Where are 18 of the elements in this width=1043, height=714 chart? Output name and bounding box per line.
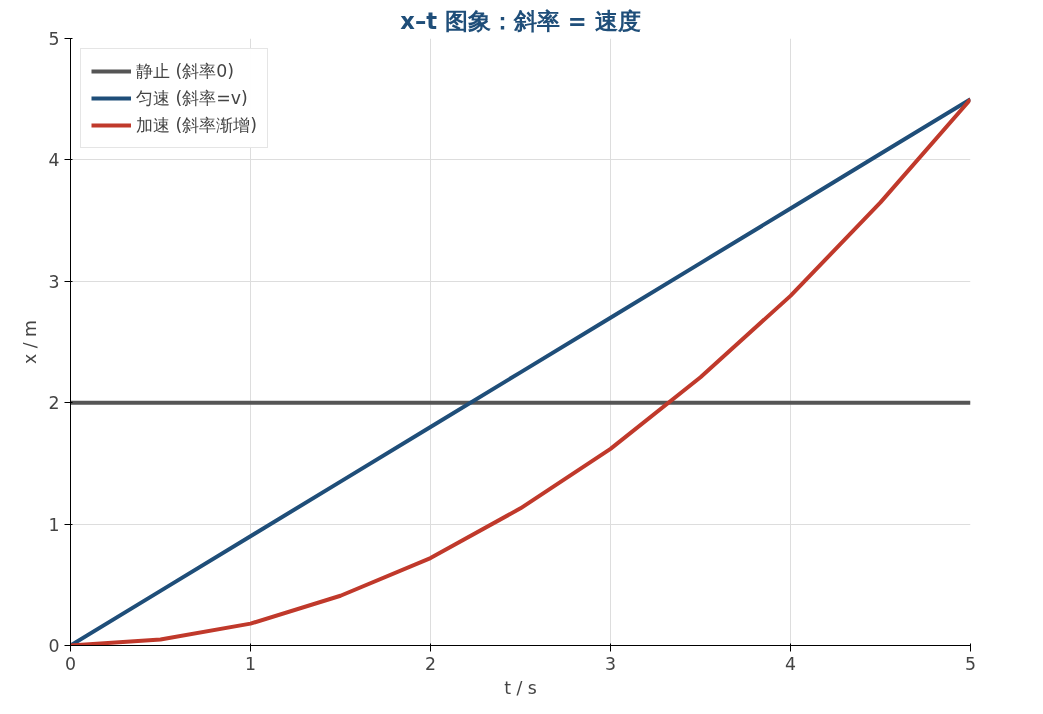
- y-tick-label: 0: [48, 636, 60, 656]
- y-tick-label: 3: [48, 271, 60, 292]
- y-tick-label: 4: [48, 150, 60, 171]
- x-tick-label: 3: [604, 653, 617, 674]
- y-axis-title: x / m: [20, 319, 41, 364]
- x-tick-label: 4: [784, 653, 797, 674]
- legend-label: 静止 (斜率0): [136, 60, 235, 83]
- x-tick-label: 0: [64, 653, 77, 674]
- legend-label: 加速 (斜率渐增): [136, 114, 258, 137]
- x-tick-label: 1: [244, 653, 257, 674]
- y-tick-label: 5: [48, 29, 60, 49]
- x-axis-title: t / s: [504, 677, 537, 698]
- y-tick-label: 2: [48, 393, 60, 414]
- legend-label: 匀速 (斜率=v): [136, 87, 248, 110]
- x-tick-label: 2: [424, 653, 437, 674]
- chart-title: x–t 图象：斜率 = 速度: [400, 7, 641, 34]
- y-tick-label: 1: [48, 514, 60, 535]
- x-tick-label: 5: [964, 653, 977, 674]
